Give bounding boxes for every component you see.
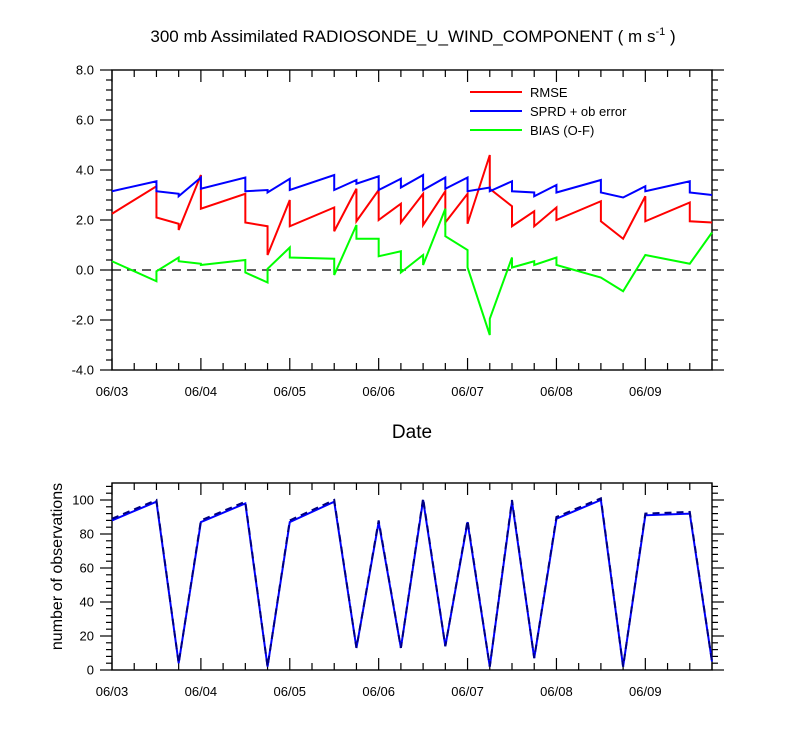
y-tick-label: 0.0 — [76, 263, 94, 278]
legend-label-1: SPRD + ob error — [530, 104, 627, 119]
x-tick-label: 06/06 — [362, 384, 395, 399]
x-tick-label: 06/05 — [274, 684, 307, 699]
x-tick-label: 06/09 — [629, 384, 662, 399]
top-chart-panel: 06/03 06/04 06/05 06/06 06/07 06/08 06/09 -4.0 -… — [72, 63, 724, 443]
y-tick-label: 8.0 — [76, 63, 94, 78]
plot-frame — [111, 482, 713, 671]
series-line-0 — [111, 498, 713, 667]
legend-label-0: RMSE — [530, 85, 568, 100]
title-main: 300 mb Assimilated RADIOSONDE_U_WIND_COM… — [150, 27, 655, 46]
title-close: ) — [665, 27, 675, 46]
y-tick-label: -4.0 — [72, 363, 94, 378]
y-tick-label: 60 — [80, 561, 94, 576]
bottom-chart-panel: 06/03 06/04 06/05 06/06 06/07 06/08 06/09 0 20 40… — [49, 482, 724, 699]
series-line-2 — [111, 208, 713, 336]
x-axis-label: Date — [392, 422, 432, 443]
x-tick-label: 06/08 — [540, 684, 573, 699]
y-tick-label: 6.0 — [76, 113, 94, 128]
y-tick-label: 80 — [80, 527, 94, 542]
title-exponent: -1 — [655, 26, 665, 38]
x-tick-label: 06/08 — [540, 384, 573, 399]
y-tick-label: 0 — [87, 663, 94, 678]
x-tick-label: 06/03 — [96, 684, 129, 699]
x-tick-label: 06/04 — [185, 684, 218, 699]
x-tick-label: 06/07 — [451, 684, 484, 699]
y-axis-label: number of observations — [49, 483, 66, 650]
y-tick-label: 100 — [72, 493, 94, 508]
y-tick-label: 4.0 — [76, 163, 94, 178]
series-line-0 — [111, 154, 713, 256]
x-tick-label: 06/04 — [185, 384, 218, 399]
y-tick-label: 2.0 — [76, 213, 94, 228]
x-tick-label: 06/07 — [451, 384, 484, 399]
legend-label-2: BIAS (O-F) — [530, 123, 594, 138]
y-tick-label: 40 — [80, 595, 94, 610]
x-tick-label: 06/05 — [274, 384, 307, 399]
x-tick-label: 06/09 — [629, 684, 662, 699]
y-tick-label: -2.0 — [72, 313, 94, 328]
y-tick-label: 20 — [80, 629, 94, 644]
x-tick-label: 06/06 — [362, 684, 395, 699]
series-line-1 — [111, 496, 713, 667]
figure-title: 300 mb Assimilated RADIOSONDE_U_WIND_COM… — [150, 26, 675, 46]
x-tick-label: 06/03 — [96, 384, 129, 399]
series-line-1 — [111, 173, 713, 199]
